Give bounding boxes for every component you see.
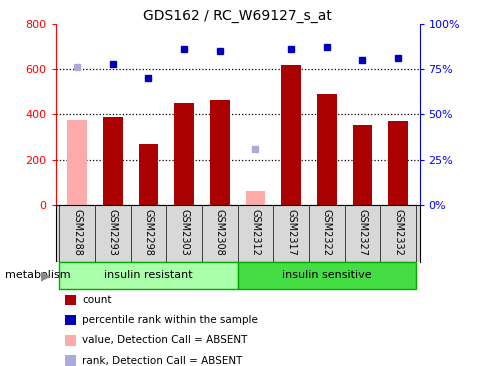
Bar (103, 117, 122, 205)
Bar (245, 191, 265, 205)
Text: insulin resistant: insulin resistant (104, 270, 193, 280)
Text: GSM2312: GSM2312 (250, 209, 260, 256)
Bar (352, 124, 372, 205)
Text: GSM2317: GSM2317 (286, 209, 296, 256)
Text: insulin sensitive: insulin sensitive (281, 270, 371, 280)
Bar (67, 120, 87, 205)
Text: GDS162 / RC_W69127_s_at: GDS162 / RC_W69127_s_at (143, 9, 332, 23)
Text: rank, Detection Call = ABSENT: rank, Detection Call = ABSENT (82, 355, 242, 366)
Text: GSM2298: GSM2298 (143, 209, 153, 256)
Text: GSM2308: GSM2308 (214, 209, 225, 256)
Text: GSM2332: GSM2332 (393, 209, 402, 256)
Text: value, Detection Call = ABSENT: value, Detection Call = ABSENT (82, 335, 247, 346)
Bar (138, 144, 158, 205)
Text: GSM2303: GSM2303 (179, 209, 189, 256)
Bar (174, 103, 194, 205)
Text: ▶: ▶ (41, 269, 51, 282)
Bar (210, 100, 229, 205)
Text: GSM2293: GSM2293 (107, 209, 118, 256)
Text: GSM2322: GSM2322 (321, 209, 331, 257)
Text: GSM2327: GSM2327 (357, 209, 367, 257)
Bar (317, 94, 336, 205)
Bar (237, 262, 415, 289)
Text: count: count (82, 295, 111, 305)
Bar (388, 121, 407, 205)
Text: percentile rank within the sample: percentile rank within the sample (82, 315, 257, 325)
Bar (281, 64, 301, 205)
Text: GSM2288: GSM2288 (72, 209, 82, 256)
Text: metabolism: metabolism (5, 270, 70, 280)
Bar (59, 262, 237, 289)
